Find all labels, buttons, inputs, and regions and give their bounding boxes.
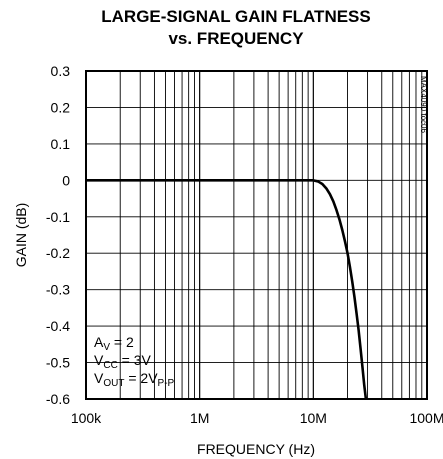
- conditions-annotation: AV = 2 VCC = 3V VOUT = 2VP-P: [94, 334, 175, 389]
- y-tick-label: -0.4: [46, 318, 70, 334]
- y-tick-label: 0: [62, 172, 70, 188]
- x-tick-label: 100M: [409, 410, 443, 426]
- y-tick-labels: 0.3 0.2 0.1 0 -0.1 -0.2 -0.3 -0.4 -0.5 -0.6: [46, 63, 70, 407]
- y-axis-label: GAIN (dB): [13, 203, 29, 268]
- x-axis-label: FREQUENCY (Hz): [197, 441, 315, 457]
- x-tick-label: 10M: [300, 410, 327, 426]
- chart-title-line2: vs. FREQUENCY: [168, 29, 304, 48]
- chart-title-line1: LARGE-SIGNAL GAIN FLATNESS: [101, 7, 371, 26]
- annotation-output: VOUT = 2VP-P: [94, 370, 175, 389]
- plot-area-border: [85, 70, 428, 400]
- x-tick-label: 1M: [190, 410, 209, 426]
- y-tick-label: -0.5: [46, 355, 70, 371]
- y-tick-label: -0.6: [46, 391, 70, 407]
- side-note: MAX4090 toc06: [419, 76, 428, 133]
- y-tick-label: -0.2: [46, 245, 70, 261]
- y-tick-label: -0.1: [46, 209, 70, 225]
- annotation-supply: VCC = 3V: [94, 352, 152, 371]
- gain-curve: [86, 179, 368, 400]
- y-tick-label: -0.3: [46, 282, 70, 298]
- y-tick-label: 0.1: [51, 136, 71, 152]
- y-tick-label: 0.2: [51, 99, 71, 115]
- grid-lines: [86, 71, 427, 399]
- x-tick-label: 100k: [71, 410, 102, 426]
- x-tick-labels: 100k 1M 10M 100M: [71, 410, 443, 426]
- annotation-gain: AV = 2: [94, 334, 134, 353]
- y-tick-label: 0.3: [51, 63, 71, 79]
